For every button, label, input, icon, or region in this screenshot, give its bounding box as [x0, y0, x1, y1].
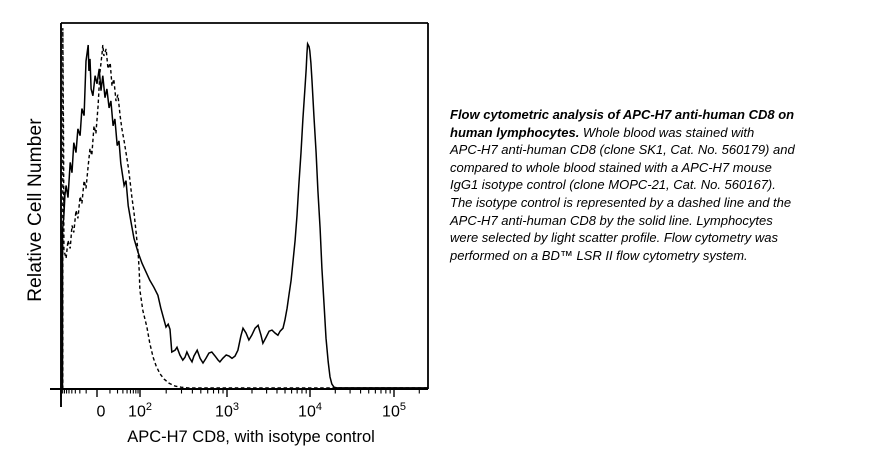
caption-line: were selected by light scatter profile. … [450, 230, 779, 246]
plot-frame [50, 22, 429, 407]
caption-line: compared to whole blood stained with a A… [450, 159, 772, 175]
y-axis-label: Relative Cell Number [25, 118, 46, 302]
x-tick-label-1e2: 102 [128, 401, 152, 421]
x-tick-label-0: 0 [96, 403, 106, 421]
caption-line: APC-H7 anti-human CD8 (clone SK1, Cat. N… [450, 142, 795, 158]
flow-histogram-panel: Relative Cell Number 0 102 103 104 105 A… [25, 22, 429, 446]
x-tick-label-1e5: 105 [382, 401, 406, 421]
isotype-control-dashed-curve [62, 28, 428, 389]
caption-line: APC-H7 anti-human CD8 by the solid line.… [450, 212, 773, 228]
caption-line: IgG1 isotype control (clone MOPC-21, Cat… [450, 177, 776, 193]
histogram-plot [50, 22, 429, 407]
caption-line: The isotype control is represented by a … [450, 194, 792, 210]
x-tick-label-1e3: 103 [215, 401, 239, 421]
x-tick-label-1e4: 104 [298, 401, 322, 421]
x-axis-label: APC-H7 CD8, with isotype control [127, 428, 375, 446]
caption-line: human lymphocytes. Whole blood was stain… [450, 124, 755, 140]
caption-line: Flow cytometric analysis of APC-H7 anti-… [450, 107, 795, 122]
caption-line: performed on a BD™ LSR II flow cytometry… [450, 247, 748, 263]
figure-caption: Flow cytometric analysis of APC-H7 anti-… [450, 106, 850, 264]
x-axis-ticks [60, 389, 420, 397]
cd8-solid-curve [61, 41, 428, 389]
